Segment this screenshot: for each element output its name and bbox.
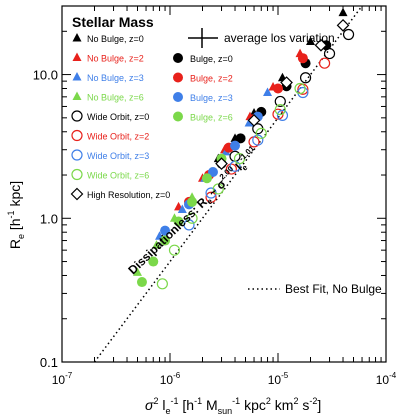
x-tick-label: 10-4 — [376, 371, 397, 387]
legend-marker — [71, 110, 83, 122]
data-point-open_circle-green — [212, 183, 224, 195]
data-point-triangle-blue — [177, 204, 187, 214]
data-point-open_circle-blue — [252, 134, 264, 146]
legend-label: No Bulge, z=2 — [87, 54, 144, 64]
plot-frame — [61, 5, 387, 363]
y-axis-label: Re [h-1 kpc] — [6, 181, 26, 249]
y-tick-label: 1.0 — [40, 211, 58, 226]
data-point-open_circle-green — [186, 212, 198, 224]
legend-label: High Resolution, z=0 — [87, 190, 170, 200]
legend-marker — [72, 72, 82, 81]
data-point-circle-red — [273, 83, 283, 94]
data-point-triangle-green — [132, 267, 142, 276]
legend-marker — [72, 52, 82, 61]
data-point-circle-black — [235, 133, 246, 144]
data-point-circle-blue — [230, 140, 241, 151]
legend-label: Wide Orbit, z=3 — [87, 151, 149, 161]
data-point-circle-green — [148, 256, 159, 267]
data-point-circle-green — [173, 216, 184, 227]
x-tick-label: 10-5 — [268, 371, 289, 387]
legend-marker — [173, 111, 183, 122]
data-point-circle-green — [201, 173, 212, 184]
legend-label: No Bulge, z=0 — [87, 34, 144, 44]
data-point-open_circle-green — [233, 153, 246, 165]
legend-label: Wide Orbit, z=2 — [87, 132, 149, 142]
x-axis-label: σ2 le-1 [h-1 Msun-1 kpc2 km2 s-2] — [145, 396, 321, 416]
data-point-triangle-black — [338, 7, 348, 17]
plot-border — [61, 5, 387, 363]
data-point-triangle-blue — [244, 118, 254, 127]
data-point-circle-red — [297, 53, 308, 64]
legend-marker — [173, 92, 183, 102]
data-point-open_circle-blue — [276, 109, 289, 121]
data-point-open_circle-black — [323, 47, 336, 60]
error-bar-legend: average los variation — [188, 28, 335, 48]
legend-marker — [173, 53, 183, 63]
data-point-triangle-blue — [263, 87, 273, 97]
data-point-triangle-black — [306, 36, 316, 45]
data-point-circle-green — [187, 196, 198, 207]
data-point-open_circle-red — [205, 191, 217, 203]
x-tick-label: 10-6 — [160, 371, 181, 387]
data-point-diamond-black — [314, 38, 328, 52]
legend-marker — [70, 187, 84, 201]
data-point-open_circle-blue — [183, 219, 195, 231]
data-point-open_circle-red — [318, 57, 331, 69]
legend-marker — [72, 33, 82, 42]
legend-label: Bulge, z=6 — [190, 113, 233, 123]
legend-label: No Bulge, z=3 — [87, 73, 144, 83]
data-point-open_circle-green — [294, 82, 306, 95]
x-tick-label: 10-7 — [52, 371, 73, 387]
y-tick-label: 10.0 — [33, 68, 58, 83]
axis-ticks: 10-7 10-6 10-5 10-4 0.1 1.0 10.0 — [33, 5, 397, 387]
data-point-circle-blue — [207, 166, 218, 177]
legend-label: Wide Orbit, z=6 — [87, 171, 149, 181]
legend-marker — [71, 168, 83, 181]
legend-marker — [71, 149, 83, 161]
legend-marker — [72, 91, 82, 100]
chart-title: Stellar Mass — [72, 14, 154, 30]
data-point-diamond-black — [280, 76, 293, 89]
data-point-open_circle-red — [225, 163, 237, 175]
data-point-diamond-black — [247, 114, 261, 127]
data-points — [132, 7, 355, 290]
legend-marker — [71, 129, 83, 142]
y-tick-label: 0.1 — [40, 355, 58, 370]
data-point-circle-blue — [160, 225, 171, 236]
data-point-open_circle-green — [168, 244, 181, 256]
data-point-open_circle-green — [274, 104, 286, 116]
data-point-open_circle-black — [299, 72, 312, 84]
data-point-triangle-green — [152, 240, 162, 249]
data-point-diamond-black — [215, 157, 228, 170]
legend-label: Bulge, z=0 — [190, 54, 233, 64]
fit-legend: Best Fit, No Bulge — [248, 282, 382, 296]
data-point-open_circle-black — [342, 28, 355, 41]
legend: No Bulge, z=0 No Bulge, z=2 No Bulge, z=3 N… — [70, 33, 233, 201]
legend-label: No Bulge, z=6 — [87, 93, 144, 103]
legend-label: Bulge, z=3 — [190, 93, 233, 103]
data-point-open_circle-black — [274, 95, 286, 108]
data-point-circle-green — [136, 277, 147, 288]
legend-label: Bulge, z=2 — [190, 74, 233, 84]
error-bar-label: average los variation — [224, 31, 335, 45]
data-point-open_circle-green — [255, 127, 267, 139]
legend-marker — [173, 72, 183, 83]
data-point-diamond-black — [336, 19, 350, 32]
data-point-circle-green — [160, 235, 171, 246]
data-point-open_circle-green — [156, 278, 168, 290]
legend-label: Wide Orbit, z=0 — [87, 112, 149, 122]
fit-legend-label: Best Fit, No Bulge — [285, 282, 382, 296]
